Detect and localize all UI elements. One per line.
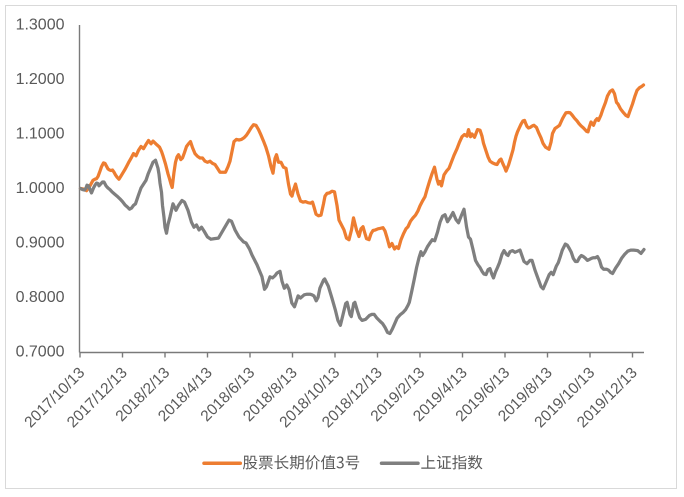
svg-text:1.2000: 1.2000 [16, 71, 65, 88]
svg-text:1.1000: 1.1000 [16, 126, 65, 143]
svg-text:1.3000: 1.3000 [16, 17, 65, 34]
svg-text:1.0000: 1.0000 [16, 180, 65, 197]
svg-text:0.9000: 0.9000 [16, 235, 65, 252]
svg-text:0.8000: 0.8000 [16, 289, 65, 306]
svg-text:0.7000: 0.7000 [16, 344, 65, 361]
